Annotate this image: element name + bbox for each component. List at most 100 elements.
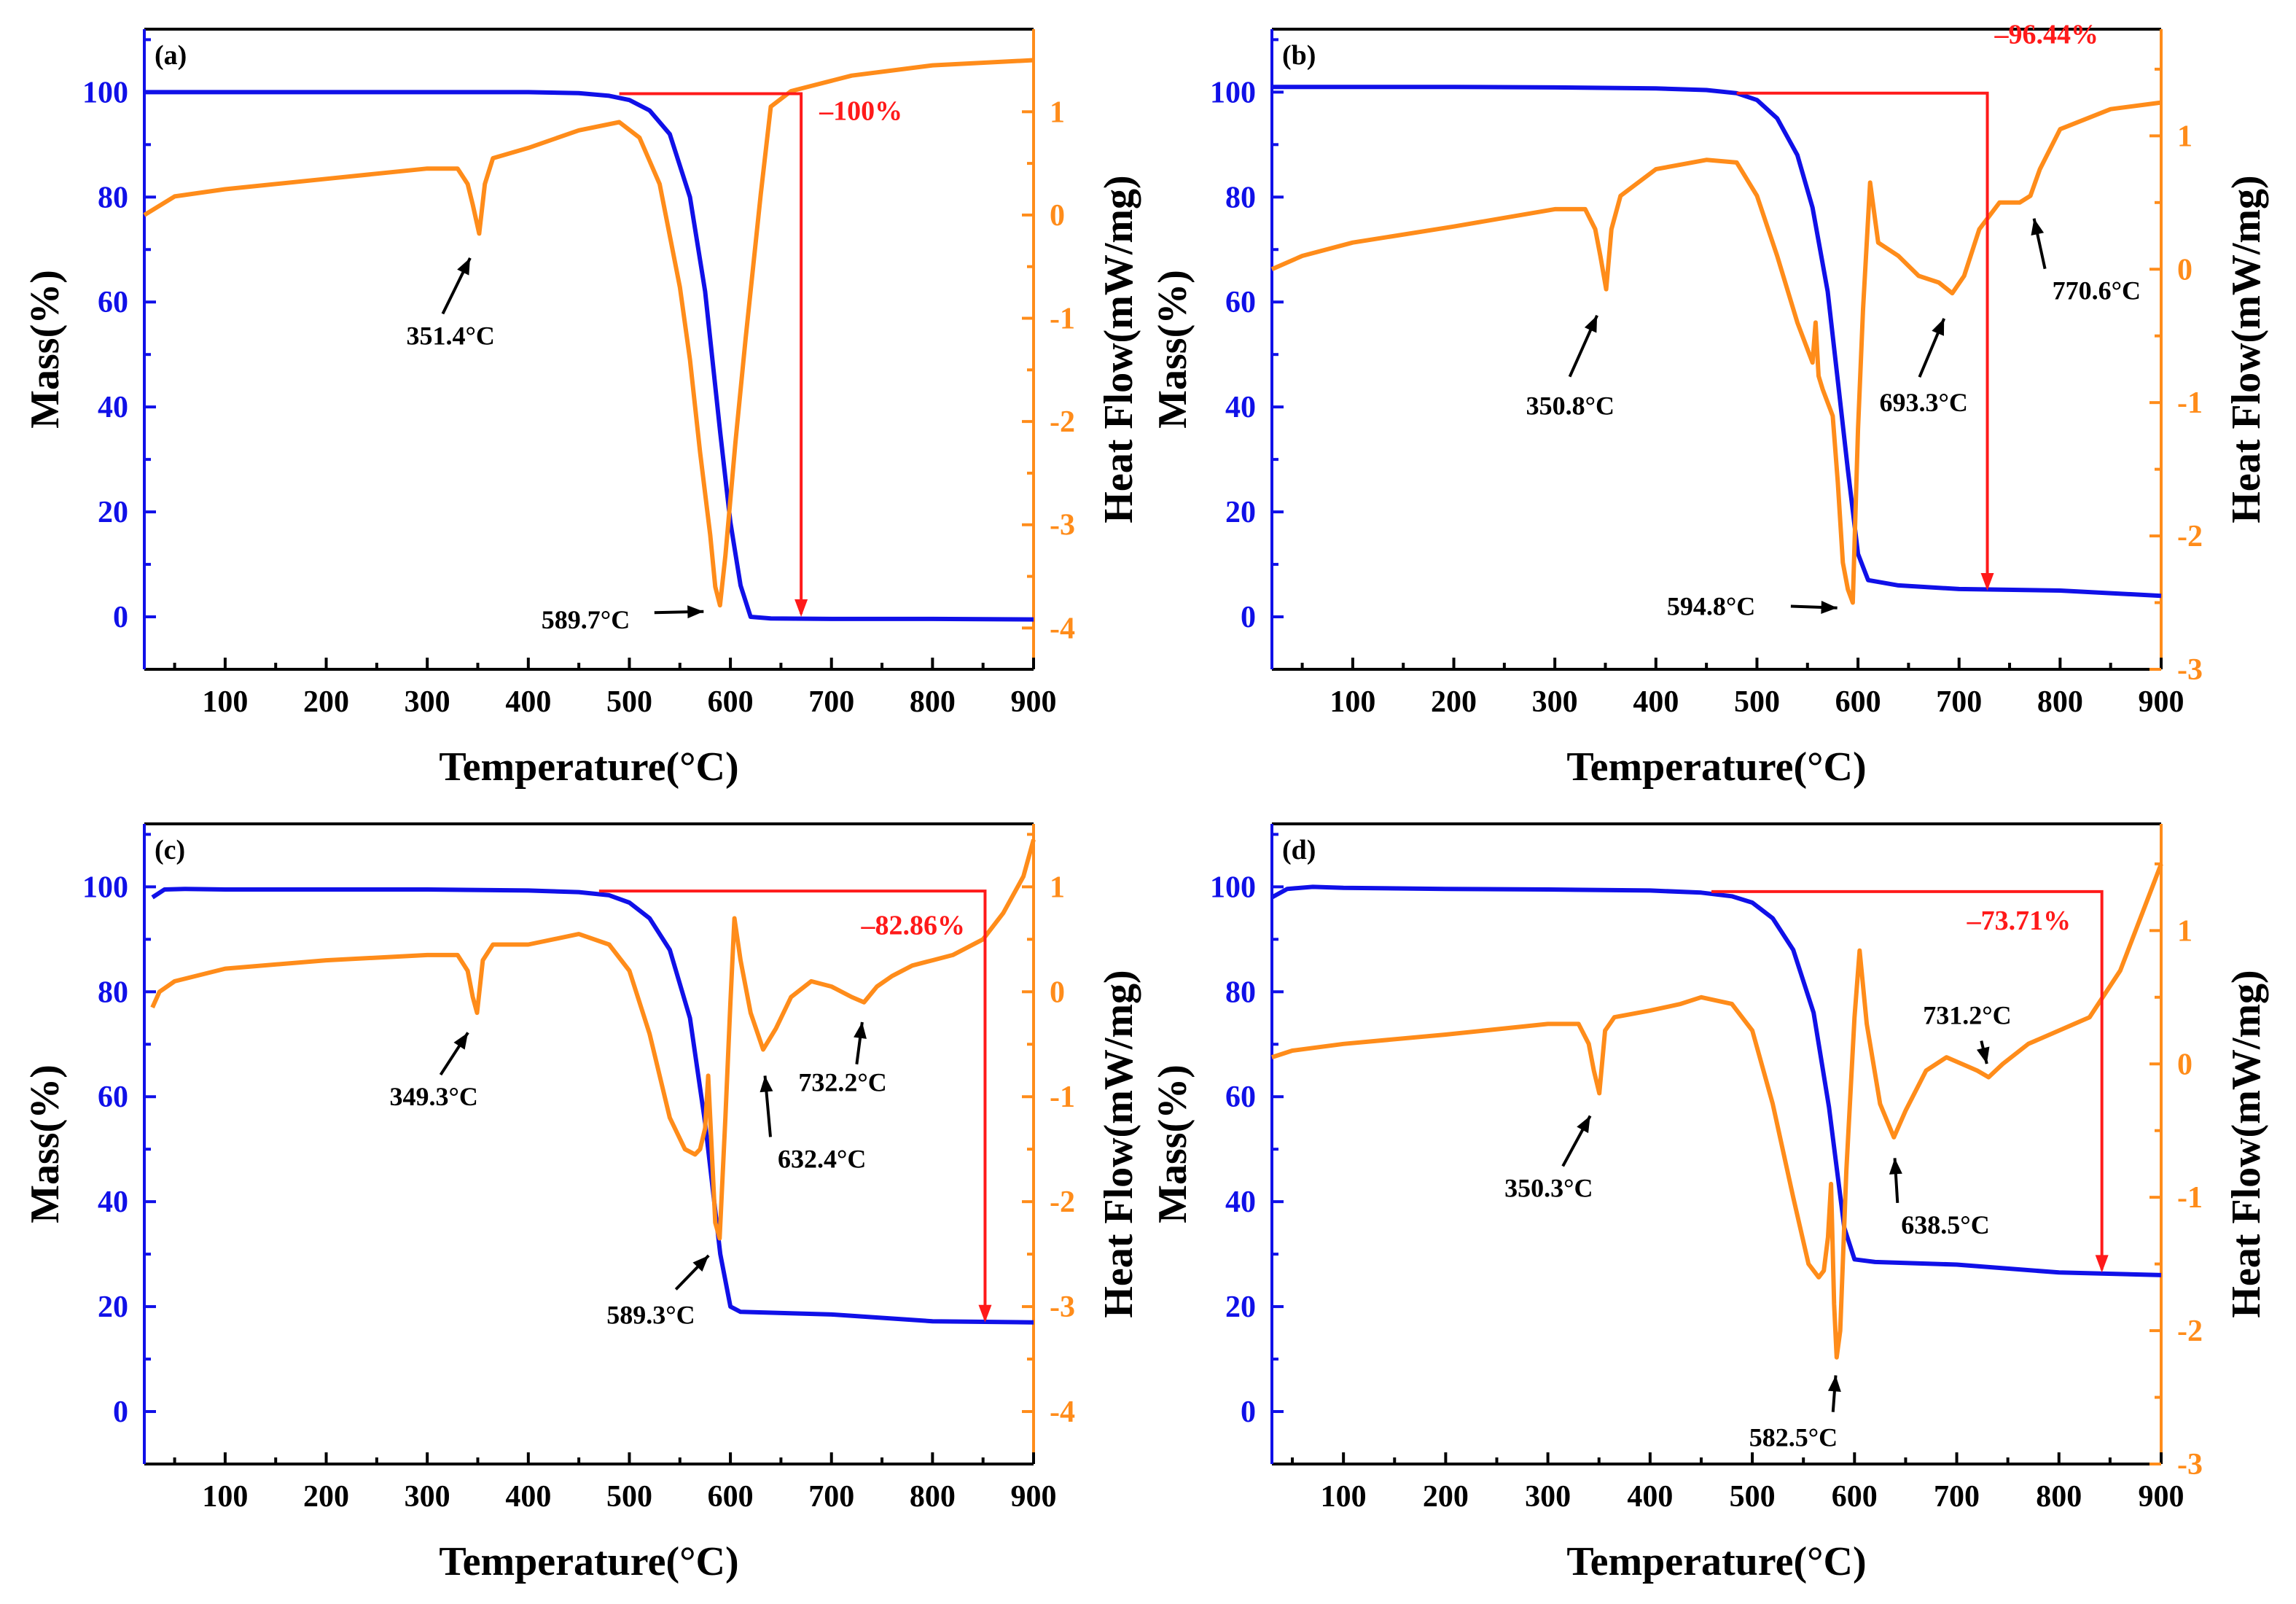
y-right-tick-label: -2 [2177,520,2203,553]
mass-series-line [1272,85,2162,599]
mass-series-line [1270,884,2162,1277]
mass-loss-label: –96.44% [1994,20,2099,50]
mass-loss-bracket [619,92,803,615]
y-left-tick-label: 20 [1225,496,1256,529]
y-right-tick-label: -2 [1050,1186,1075,1219]
y-left-tick-label: 60 [1225,286,1256,319]
y-left-tick-label: 80 [1225,181,1256,214]
y-left-tick-label: 20 [1225,1290,1256,1324]
peak-arrowhead [1976,1046,1990,1064]
y-left-axis-title: Mass(%) [23,270,68,429]
y-left-axis-title: Mass(%) [23,1064,68,1223]
x-tick-label: 200 [303,1480,349,1514]
x-tick-label: 700 [1936,685,1982,719]
y-right-axis-title: Heat Flow(mW/mg) [1096,175,1141,523]
peak-arrowhead [2031,218,2045,236]
x-tick-label: 700 [808,1480,854,1514]
y-right-tick-label: 1 [1050,96,1065,129]
y-right-tick-label: -4 [1050,1395,1075,1429]
mass-loss-arrowhead [2095,1255,2109,1273]
y-right-tick-label: 0 [1050,199,1065,233]
peak-label: 350.8°C [1526,392,1614,421]
peak-label: 732.2°C [798,1068,886,1097]
mass-loss-bracket [598,889,987,1320]
y-right-axis-title: Heat Flow(mW/mg) [1096,970,1141,1317]
y-left-tick-label: 80 [98,181,128,214]
y-right-axis-title: Heat Flow(mW/mg) [2224,175,2269,523]
y-left-tick-label: 100 [1210,76,1256,109]
mass-loss-bracket [1711,889,2104,1270]
y-left-tick-label: 60 [98,1081,128,1114]
y-right-tick-label: -4 [1050,612,1075,645]
peak-label: 594.8°C [1667,592,1755,621]
x-axis-title: Temperature(°C) [439,1539,738,1584]
x-tick-label: 800 [2037,685,2083,719]
x-tick-label: 200 [1423,1480,1469,1514]
x-tick-label: 600 [708,1480,754,1514]
y-left-tick-label: 80 [1225,976,1256,1009]
y-left-tick-label: 40 [1225,391,1256,424]
peak-label: 350.3°C [1504,1173,1593,1202]
x-tick-label: 500 [1734,685,1780,719]
x-tick-label: 200 [303,685,349,719]
x-tick-label: 500 [606,685,652,719]
y-left-tick-label: 20 [98,496,128,529]
y-right-tick-label: -3 [2177,1448,2203,1482]
mass-loss-label: –100% [819,96,902,126]
peak-label: 632.4°C [778,1144,866,1173]
x-tick-label: 400 [505,1480,551,1514]
peak-label: 693.3°C [1879,388,1967,417]
x-tick-label: 600 [1835,685,1881,719]
chart-panel-1: 100 200 300 400 500 600 700 800 900 0 20 40 60 80 100 -… [1150,20,2269,790]
x-tick-label: 100 [1321,1480,1367,1514]
peak-label: 582.5°C [1749,1423,1838,1452]
x-tick-label: 300 [1532,685,1578,719]
y-left-tick-label: 100 [82,871,128,904]
x-tick-label: 400 [1633,685,1679,719]
peak-arrowhead [687,605,704,619]
x-tick-label: 100 [1329,685,1375,719]
peak-label: 349.3°C [390,1082,478,1111]
heat-flow-series-line [143,58,1034,608]
mass-series-line [144,90,1034,622]
panel-label: (b) [1282,40,1316,71]
peak-arrowhead [1577,1116,1590,1134]
x-tick-label: 500 [606,1480,652,1514]
y-right-tick-label: -1 [2177,386,2203,420]
x-tick-label: 800 [910,685,956,719]
x-tick-label: 200 [1431,685,1477,719]
x-tick-label: 100 [202,685,248,719]
peak-arrowhead [692,1255,709,1272]
y-left-tick-label: 20 [98,1290,128,1324]
y-right-axis-title: Heat Flow(mW/mg) [2224,970,2269,1317]
x-tick-label: 300 [405,1480,450,1514]
y-right-tick-label: -3 [1050,1290,1075,1324]
y-left-tick-label: 60 [98,286,128,319]
y-right-tick-label: 1 [2177,914,2192,948]
x-tick-label: 900 [1011,1480,1057,1514]
x-tick-label: 100 [202,1480,248,1514]
y-right-tick-label: 0 [1050,976,1065,1009]
y-right-tick-label: -3 [1050,509,1075,542]
peak-arrowhead [760,1075,773,1093]
chart-panel-0: 100 200 300 400 500 600 700 800 900 0 20 40 60 80 100 -… [23,28,1141,790]
y-left-tick-label: 0 [113,1395,128,1429]
x-tick-label: 800 [2036,1480,2082,1514]
x-axis-title: Temperature(°C) [1566,1539,1866,1584]
y-left-tick-label: 40 [1225,1186,1256,1219]
y-left-tick-label: 0 [1241,601,1256,634]
x-tick-label: 400 [505,685,551,719]
mass-loss-label: –73.71% [1967,906,2072,936]
peak-arrowhead [1889,1158,1902,1175]
y-right-tick-label: -2 [2177,1315,2203,1348]
y-left-tick-label: 0 [113,601,128,634]
peak-arrowhead [1821,601,1838,615]
y-left-axis-title: Mass(%) [1150,270,1195,429]
x-tick-label: 900 [2139,1480,2184,1514]
peak-arrowhead [1932,318,1945,336]
x-tick-label: 700 [808,685,854,719]
x-tick-label: 800 [910,1480,956,1514]
y-right-tick-label: -1 [1050,303,1075,336]
y-right-tick-label: -1 [1050,1081,1075,1114]
